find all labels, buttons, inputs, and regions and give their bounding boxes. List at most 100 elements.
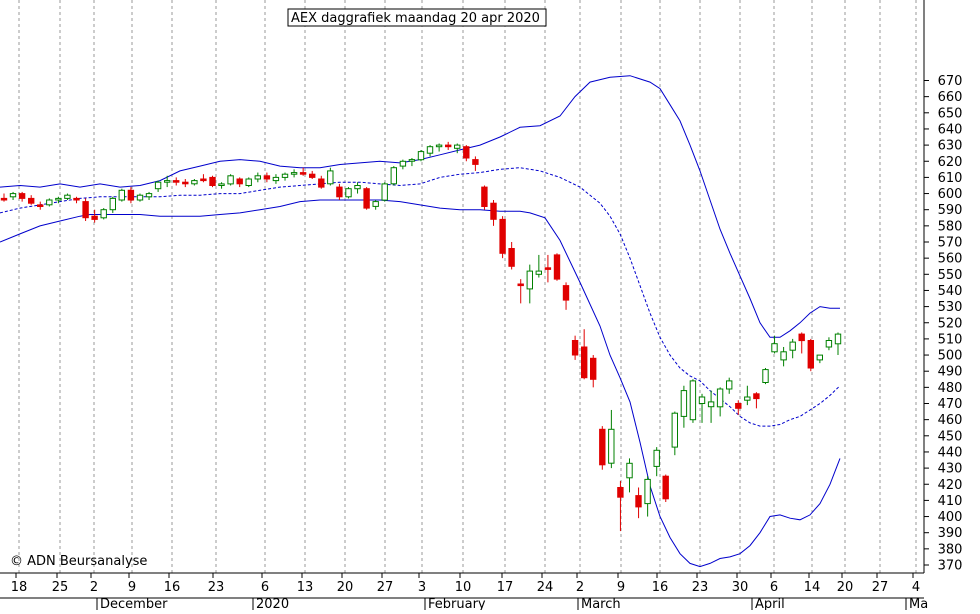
candle (354, 182, 361, 194)
candle-body (263, 175, 271, 180)
y-tick-label: 550 (938, 268, 963, 283)
y-tick-label: 420 (938, 478, 963, 493)
candle (82, 198, 89, 222)
candle-body (218, 183, 225, 186)
candle (209, 175, 216, 188)
candle-body (55, 197, 62, 201)
candle (299, 167, 307, 176)
x-tick-label: 24 (537, 580, 554, 595)
candle-body (744, 396, 751, 401)
candle (309, 170, 316, 180)
y-tick-label: 370 (938, 559, 963, 574)
candles (0, 141, 842, 532)
candle (608, 409, 615, 469)
x-tick-label: 20 (337, 580, 354, 595)
x-tick-label: 9 (128, 580, 136, 595)
candle-body (426, 146, 434, 154)
candle-body (109, 197, 116, 211)
candle-body (698, 396, 706, 404)
candle-body (272, 176, 280, 182)
candle-body (599, 428, 606, 466)
candle-body (73, 197, 80, 201)
candle (18, 191, 26, 202)
candle-body (526, 270, 533, 290)
candle (807, 338, 814, 372)
candle (145, 191, 153, 201)
candle (345, 187, 352, 199)
x-tick-label: 6 (261, 580, 269, 595)
y-tick-label: 580 (938, 219, 963, 234)
y-tick-label: 500 (938, 349, 963, 364)
x-axis: 18 25 2 9 16 23 6 13 20 27 3 10 17 24 2 9 16 23 30 6 14 20 27 4… (0, 572, 928, 612)
y-tick-label: 460 (938, 413, 963, 428)
y-tick-label: 430 (938, 462, 963, 477)
y-tick-label: 510 (938, 332, 963, 347)
candle (689, 379, 697, 423)
candle-body (608, 428, 615, 464)
candle-body (680, 390, 688, 417)
candle (644, 476, 651, 517)
x-tick-label: 4 (912, 580, 920, 595)
candle (499, 216, 506, 259)
candle-body (771, 343, 778, 353)
y-tick-label: 530 (938, 300, 963, 315)
candle (73, 196, 80, 204)
candle (590, 355, 597, 388)
y-tick-label: 540 (938, 284, 963, 299)
candle (445, 141, 452, 150)
candle-body (581, 346, 588, 379)
candle (91, 209, 98, 223)
candle-body (472, 159, 479, 165)
candle (290, 169, 298, 178)
candle (435, 143, 443, 152)
candle (662, 474, 669, 503)
candle-body (381, 183, 388, 201)
candle-body (780, 351, 787, 361)
candle-body (245, 178, 252, 186)
x-tick-label: 25 (52, 580, 69, 595)
candle-body (399, 160, 407, 167)
candle-body (653, 449, 660, 467)
candle (318, 175, 325, 189)
candle (327, 167, 334, 186)
y-tick-label: 620 (938, 155, 963, 170)
x-tick-label: 14 (804, 580, 821, 595)
x-tick-label: 3 (418, 580, 426, 595)
candle-body (164, 180, 171, 183)
candle-body (662, 475, 669, 500)
candle-body (281, 173, 289, 178)
candle-body (336, 186, 343, 198)
x-tick-label: 27 (872, 580, 889, 595)
y-tick-label: 650 (938, 106, 963, 121)
candle (753, 392, 760, 409)
candle-body (753, 393, 760, 400)
x-tick-label: 16 (652, 580, 669, 595)
candle (472, 156, 479, 171)
candle (526, 264, 533, 304)
candle (254, 172, 262, 183)
candle-body (18, 193, 26, 199)
candle (399, 159, 407, 170)
candle-body (209, 176, 216, 186)
candle-body (200, 178, 207, 182)
candle (182, 179, 189, 188)
candle-body (825, 340, 833, 348)
y-tick-label: 660 (938, 90, 963, 105)
y-tick-label: 570 (938, 236, 963, 251)
candle (9, 191, 17, 201)
candle (55, 196, 62, 204)
candle-body (372, 201, 379, 207)
candle (490, 200, 497, 226)
candle (236, 177, 243, 188)
candle (200, 174, 207, 183)
y-tick-label: 480 (938, 381, 963, 396)
candle-body (173, 180, 180, 183)
candle-body (463, 146, 470, 159)
month-label: December (100, 597, 168, 610)
candle-body (236, 178, 243, 185)
candle (164, 175, 171, 188)
candle-body (508, 248, 515, 267)
y-tick-label: 440 (938, 445, 963, 460)
candle (517, 279, 524, 304)
